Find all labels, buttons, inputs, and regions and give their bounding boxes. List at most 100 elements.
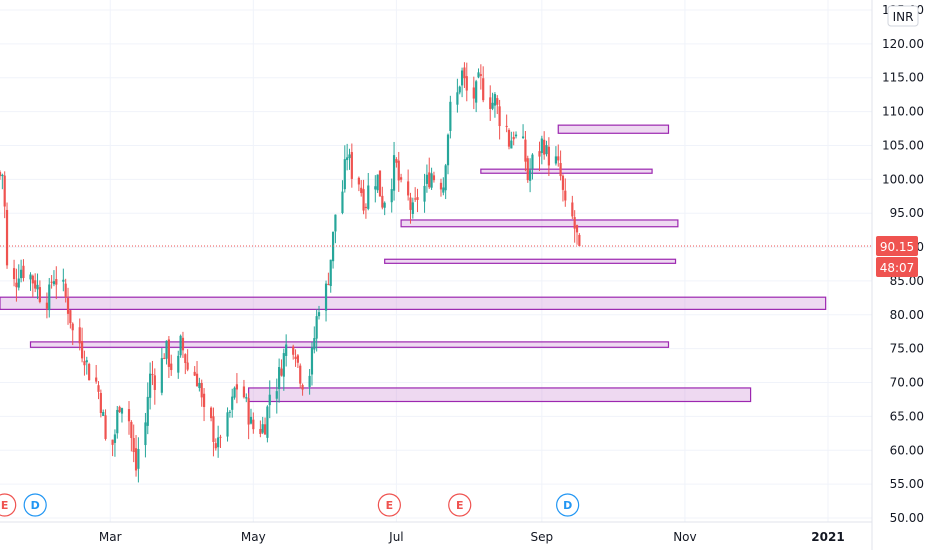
event-marker-label: D bbox=[563, 499, 572, 512]
candle-body bbox=[167, 339, 170, 367]
candle-body bbox=[559, 163, 562, 177]
dividend-marker[interactable] bbox=[23, 493, 47, 517]
candle-body bbox=[482, 78, 485, 101]
candle-body bbox=[545, 145, 548, 155]
candle-body bbox=[71, 323, 74, 331]
candle-body bbox=[524, 139, 527, 162]
candle-body bbox=[50, 281, 53, 283]
candle-body bbox=[411, 202, 414, 214]
currency-badge[interactable] bbox=[887, 5, 919, 27]
price-tick-label: 75.00 bbox=[890, 342, 924, 356]
price-tick-label: 70.00 bbox=[890, 376, 924, 390]
time-tick-label: Nov bbox=[673, 530, 696, 544]
candle-body bbox=[477, 72, 480, 78]
candle-body bbox=[280, 368, 283, 376]
candle-body bbox=[278, 367, 281, 390]
candle-body bbox=[491, 102, 494, 109]
candle-body bbox=[132, 438, 135, 453]
candle-body bbox=[36, 284, 39, 290]
earnings-marker[interactable] bbox=[448, 493, 472, 517]
dividend-marker[interactable] bbox=[556, 493, 580, 517]
candle-body bbox=[493, 94, 497, 106]
candle-body bbox=[364, 206, 368, 209]
candle-body bbox=[489, 97, 492, 110]
candle-body bbox=[292, 346, 295, 355]
candle-body bbox=[217, 437, 220, 448]
candle-body bbox=[233, 387, 236, 398]
candle-body bbox=[362, 189, 365, 211]
candle-body bbox=[512, 136, 515, 140]
candle-body bbox=[3, 175, 6, 207]
candle-body bbox=[458, 86, 461, 93]
candle-body bbox=[557, 156, 560, 161]
price-tick-label: 55.00 bbox=[890, 477, 924, 491]
candle-body bbox=[62, 279, 65, 282]
candle-body bbox=[538, 151, 541, 157]
candle-body bbox=[547, 146, 550, 166]
candle-body bbox=[521, 136, 525, 139]
candle-body bbox=[149, 373, 152, 398]
candle-body bbox=[409, 197, 412, 210]
candle-body bbox=[299, 365, 302, 384]
candle-body bbox=[444, 165, 447, 191]
support-resistance-zone bbox=[0, 296, 827, 310]
candle-body bbox=[343, 159, 346, 190]
candle-body bbox=[313, 338, 316, 350]
candle-body bbox=[45, 302, 49, 309]
candle-body bbox=[214, 443, 217, 449]
candle-body bbox=[102, 412, 105, 416]
candle-body bbox=[95, 377, 98, 382]
last-price-value: 90.15 bbox=[880, 240, 914, 254]
support-resistance-zone bbox=[29, 341, 670, 348]
candle-body bbox=[475, 81, 478, 103]
candle-body bbox=[571, 202, 574, 217]
candle-body bbox=[301, 385, 304, 390]
candle-body bbox=[531, 154, 534, 169]
candle-body bbox=[1, 174, 4, 177]
candle-body bbox=[120, 408, 124, 414]
candle-body bbox=[350, 152, 353, 179]
candle-body bbox=[392, 155, 396, 191]
candle-body bbox=[460, 70, 464, 86]
candle-body bbox=[496, 98, 499, 105]
candle-body bbox=[324, 283, 328, 311]
candle-body bbox=[170, 363, 173, 371]
candle-body bbox=[407, 181, 410, 196]
candle-body bbox=[425, 174, 429, 184]
candle-body bbox=[118, 406, 121, 412]
time-axis[interactable]: Mar May Jul Sep Nov 2021 bbox=[99, 530, 845, 544]
price-tick-label: 115.00 bbox=[882, 71, 924, 85]
candle-body bbox=[381, 195, 384, 208]
price-tick-label: 120.00 bbox=[882, 37, 924, 51]
candle-body bbox=[249, 416, 253, 424]
candle-body bbox=[97, 385, 100, 392]
candle-body bbox=[198, 382, 201, 389]
candle-body bbox=[48, 284, 51, 311]
countdown-value: 48:07 bbox=[880, 261, 915, 275]
candle-body bbox=[296, 355, 299, 363]
support-resistance-zone bbox=[400, 219, 679, 228]
price-tick-label: 80.00 bbox=[890, 308, 924, 322]
candle-body bbox=[428, 172, 431, 188]
event-marker-label: E bbox=[386, 499, 394, 512]
candle-body bbox=[55, 279, 58, 285]
candle-body bbox=[416, 197, 419, 200]
earnings-marker[interactable] bbox=[377, 493, 401, 517]
currency-label: INR bbox=[893, 10, 914, 24]
candle-body bbox=[376, 174, 379, 191]
support-resistance-zone bbox=[557, 124, 670, 134]
candle-body bbox=[127, 409, 131, 422]
earnings-marker[interactable] bbox=[0, 493, 17, 517]
candle-body bbox=[80, 341, 84, 359]
candle-body bbox=[38, 287, 41, 302]
candle-body bbox=[181, 337, 185, 351]
candle-body bbox=[116, 409, 119, 434]
candle-body bbox=[134, 448, 138, 471]
candle-body bbox=[78, 327, 81, 344]
candle-body bbox=[179, 335, 182, 356]
price-tick-label: 65.00 bbox=[890, 409, 924, 423]
price-tick-label: 100.00 bbox=[882, 172, 924, 186]
candle-body bbox=[341, 191, 344, 213]
